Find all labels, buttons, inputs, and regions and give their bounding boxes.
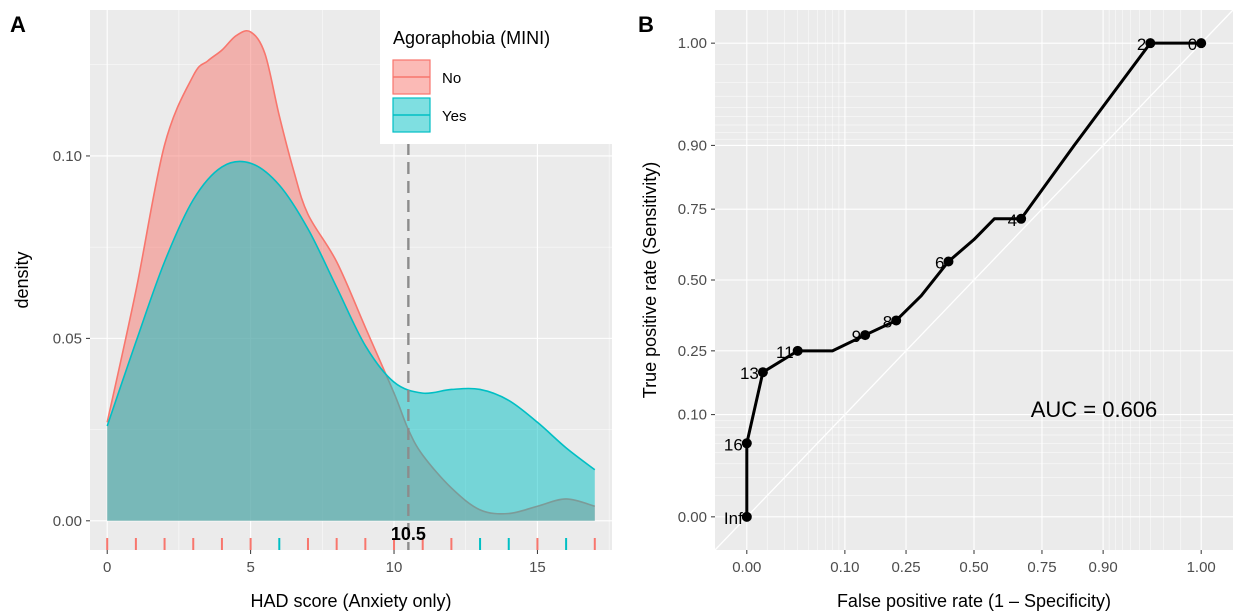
y-tick-label: 0.00 (678, 509, 707, 526)
threshold-label: Inf (724, 509, 743, 528)
x-tick-label: 1.00 (1187, 559, 1216, 576)
y-tick-label: 1.00 (678, 35, 707, 52)
threshold-label: 11 (776, 343, 794, 362)
auc-annotation: AUC = 0.606 (1031, 397, 1158, 422)
y-tick-label: 0.25 (678, 343, 707, 360)
x-tick-label: 15 (529, 559, 546, 576)
x-tick-label: 0.25 (891, 559, 920, 576)
y-tick-label: 0.75 (678, 201, 707, 218)
cutoff-label: 10.5 (391, 524, 426, 544)
density-area-yes (107, 161, 595, 521)
panel-a-x-ticks: 0 5 10 15 (103, 550, 546, 576)
legend-label-no: No (442, 70, 461, 87)
threshold-point (1196, 38, 1207, 49)
legend: Agoraphobia (MINI) No Yes (380, 10, 612, 144)
roc-threshold-points: 0 2 4 6 8 9 11 13 16 Inf (724, 35, 1207, 528)
threshold-point (1145, 38, 1156, 49)
threshold-point (741, 511, 752, 522)
threshold-point (943, 256, 954, 267)
threshold-label: 0 (1188, 35, 1197, 54)
legend-label-yes: Yes (442, 108, 466, 125)
panel-a-tag: A (10, 12, 26, 37)
threshold-point (757, 367, 768, 378)
threshold-label: 4 (1008, 211, 1017, 230)
y-tick-label: 0.05 (53, 330, 82, 347)
x-tick-label: 10 (386, 559, 403, 576)
y-tick-label: 0.10 (53, 148, 82, 165)
panel-b-x-ticks: 0.00 0.10 0.25 0.50 0.75 0.90 1.00 (732, 550, 1216, 576)
threshold-label: 2 (1137, 35, 1146, 54)
y-tick-label: 0.10 (678, 407, 707, 424)
y-tick-label: 0.50 (678, 272, 707, 289)
panel-a-density-plot: A 10.5 0 5 10 15 0.00 0.05 0.10 HAD score (An… (10, 10, 612, 611)
threshold-label: 6 (935, 253, 944, 272)
threshold-label: 13 (740, 364, 759, 383)
reference-diagonal (714, 9, 1234, 551)
x-tick-label: 5 (246, 559, 254, 576)
x-tick-label: 0.00 (732, 559, 761, 576)
x-tick-label: 0.10 (830, 559, 859, 576)
panel-b-y-ticks: 0.00 0.10 0.25 0.50 0.75 0.90 1.00 (678, 35, 715, 526)
panel-a-y-axis-title: density (12, 251, 32, 308)
legend-title: Agoraphobia (MINI) (393, 28, 550, 48)
x-tick-label: 0.50 (959, 559, 988, 576)
panel-b-x-axis-title: False positive rate (1 – Specificity) (837, 591, 1111, 611)
threshold-label: 8 (883, 312, 892, 331)
threshold-label: 9 (852, 327, 861, 346)
density-line-yes (106, 160, 596, 471)
threshold-point (741, 438, 752, 449)
roc-line (745, 41, 1202, 517)
panel-a-y-ticks: 0.00 0.05 0.10 (53, 148, 90, 530)
x-tick-label: 0 (103, 559, 111, 576)
panel-b-tag: B (638, 12, 654, 37)
panel-b-grid (715, 10, 1233, 550)
panel-a-x-axis-title: HAD score (Anxiety only) (250, 591, 451, 611)
y-tick-label: 0.90 (678, 137, 707, 154)
threshold-point (792, 345, 803, 356)
threshold-point (891, 315, 902, 326)
y-tick-label: 0.00 (53, 513, 82, 530)
panel-a-rug (106, 538, 596, 550)
x-tick-label: 0.90 (1089, 559, 1118, 576)
x-tick-label: 0.75 (1027, 559, 1056, 576)
threshold-label: 16 (724, 435, 743, 454)
panel-a-density-areas (106, 29, 596, 521)
threshold-point (1016, 213, 1027, 224)
threshold-point (860, 330, 871, 341)
roc-curve (745, 41, 1202, 517)
panel-b-y-axis-title: True positive rate (Sensitivity) (640, 162, 660, 398)
